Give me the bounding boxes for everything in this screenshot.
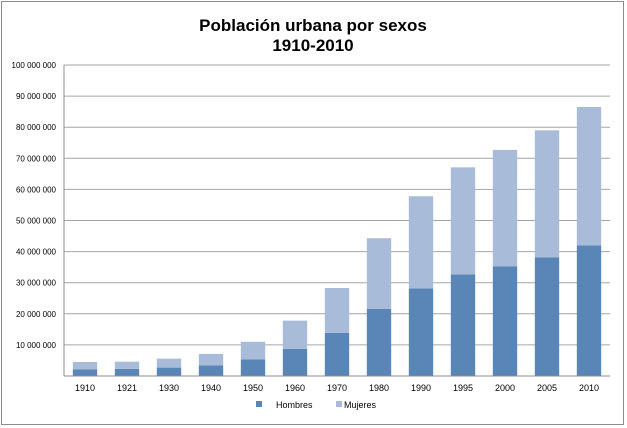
- bar-hombres-1950: [240, 359, 266, 376]
- bar-hombres-2005: [534, 257, 560, 376]
- legend-label-hombres: Hombres: [276, 400, 313, 410]
- bar-mujeres-1960: [282, 320, 308, 349]
- bar-hombres-1910: [72, 369, 98, 376]
- legend-swatch-hombres: [256, 401, 262, 407]
- chart-title-line-2: 1910-2010: [272, 36, 353, 55]
- bar-hombres-1970: [324, 332, 350, 376]
- bar-mujeres-1950: [240, 341, 266, 360]
- chart-title-line-1: Población urbana por sexos: [199, 16, 427, 35]
- y-tick-label: 80 000 000: [16, 123, 57, 132]
- x-tick-label: 2000: [495, 383, 515, 393]
- y-tick-label: 10 000 000: [16, 341, 57, 350]
- bar-mujeres-1930: [156, 358, 182, 368]
- bar-hombres-1940: [198, 365, 224, 376]
- bar-mujeres-1990: [408, 196, 434, 289]
- bar-mujeres-2010: [576, 106, 602, 246]
- y-tick-label: 70 000 000: [16, 154, 57, 163]
- bar-hombres-1930: [156, 367, 182, 376]
- bar-hombres-1980: [366, 308, 392, 376]
- y-tick-label: 100 000 000: [12, 61, 57, 70]
- bar-mujeres-1995: [450, 167, 476, 275]
- x-tick-label: 1910: [75, 383, 95, 393]
- x-tick-label: 1980: [369, 383, 389, 393]
- x-tick-label: 1940: [201, 383, 221, 393]
- bar-hombres-2010: [576, 245, 602, 376]
- y-tick-label: 40 000 000: [16, 248, 57, 257]
- x-tick-label: 1960: [285, 383, 305, 393]
- y-tick-label: 30 000 000: [16, 279, 57, 288]
- bar-mujeres-1921: [114, 361, 140, 369]
- x-tick-label: 1950: [243, 383, 263, 393]
- y-tick-label: 20 000 000: [16, 310, 57, 319]
- x-tick-label: 2010: [579, 383, 599, 393]
- bar-mujeres-2000: [492, 149, 518, 267]
- x-tick-label: 1921: [117, 383, 137, 393]
- x-tick-label: 2005: [537, 383, 557, 393]
- x-tick-label: 1990: [411, 383, 431, 393]
- bar-mujeres-1940: [198, 353, 224, 366]
- y-tick-label: 50 000 000: [16, 217, 57, 226]
- legend-swatch-mujeres: [336, 401, 342, 407]
- bar-mujeres-2005: [534, 130, 560, 258]
- x-tick-label: 1995: [453, 383, 473, 393]
- bar-mujeres-1980: [366, 238, 392, 309]
- bars: [72, 106, 602, 376]
- gridlines: [64, 64, 610, 346]
- legend-label-mujeres: Mujeres: [344, 400, 377, 410]
- bar-mujeres-1910: [72, 362, 98, 370]
- y-tick-label: 90 000 000: [16, 92, 57, 101]
- axes: 10 000 000 20 000 000 30 000 000 40 000 000…: [12, 61, 610, 393]
- legend: Hombres Mujeres: [256, 400, 377, 410]
- x-tick-label: 1970: [327, 383, 347, 393]
- bar-hombres-1995: [450, 274, 476, 376]
- bar-mujeres-1970: [324, 287, 350, 333]
- bar-hombres-2000: [492, 266, 518, 376]
- bar-hombres-1990: [408, 288, 434, 376]
- y-tick-label: 60 000 000: [16, 185, 57, 194]
- bar-hombres-1921: [114, 368, 140, 376]
- x-tick-label: 1930: [159, 383, 179, 393]
- bar-hombres-1960: [282, 348, 308, 376]
